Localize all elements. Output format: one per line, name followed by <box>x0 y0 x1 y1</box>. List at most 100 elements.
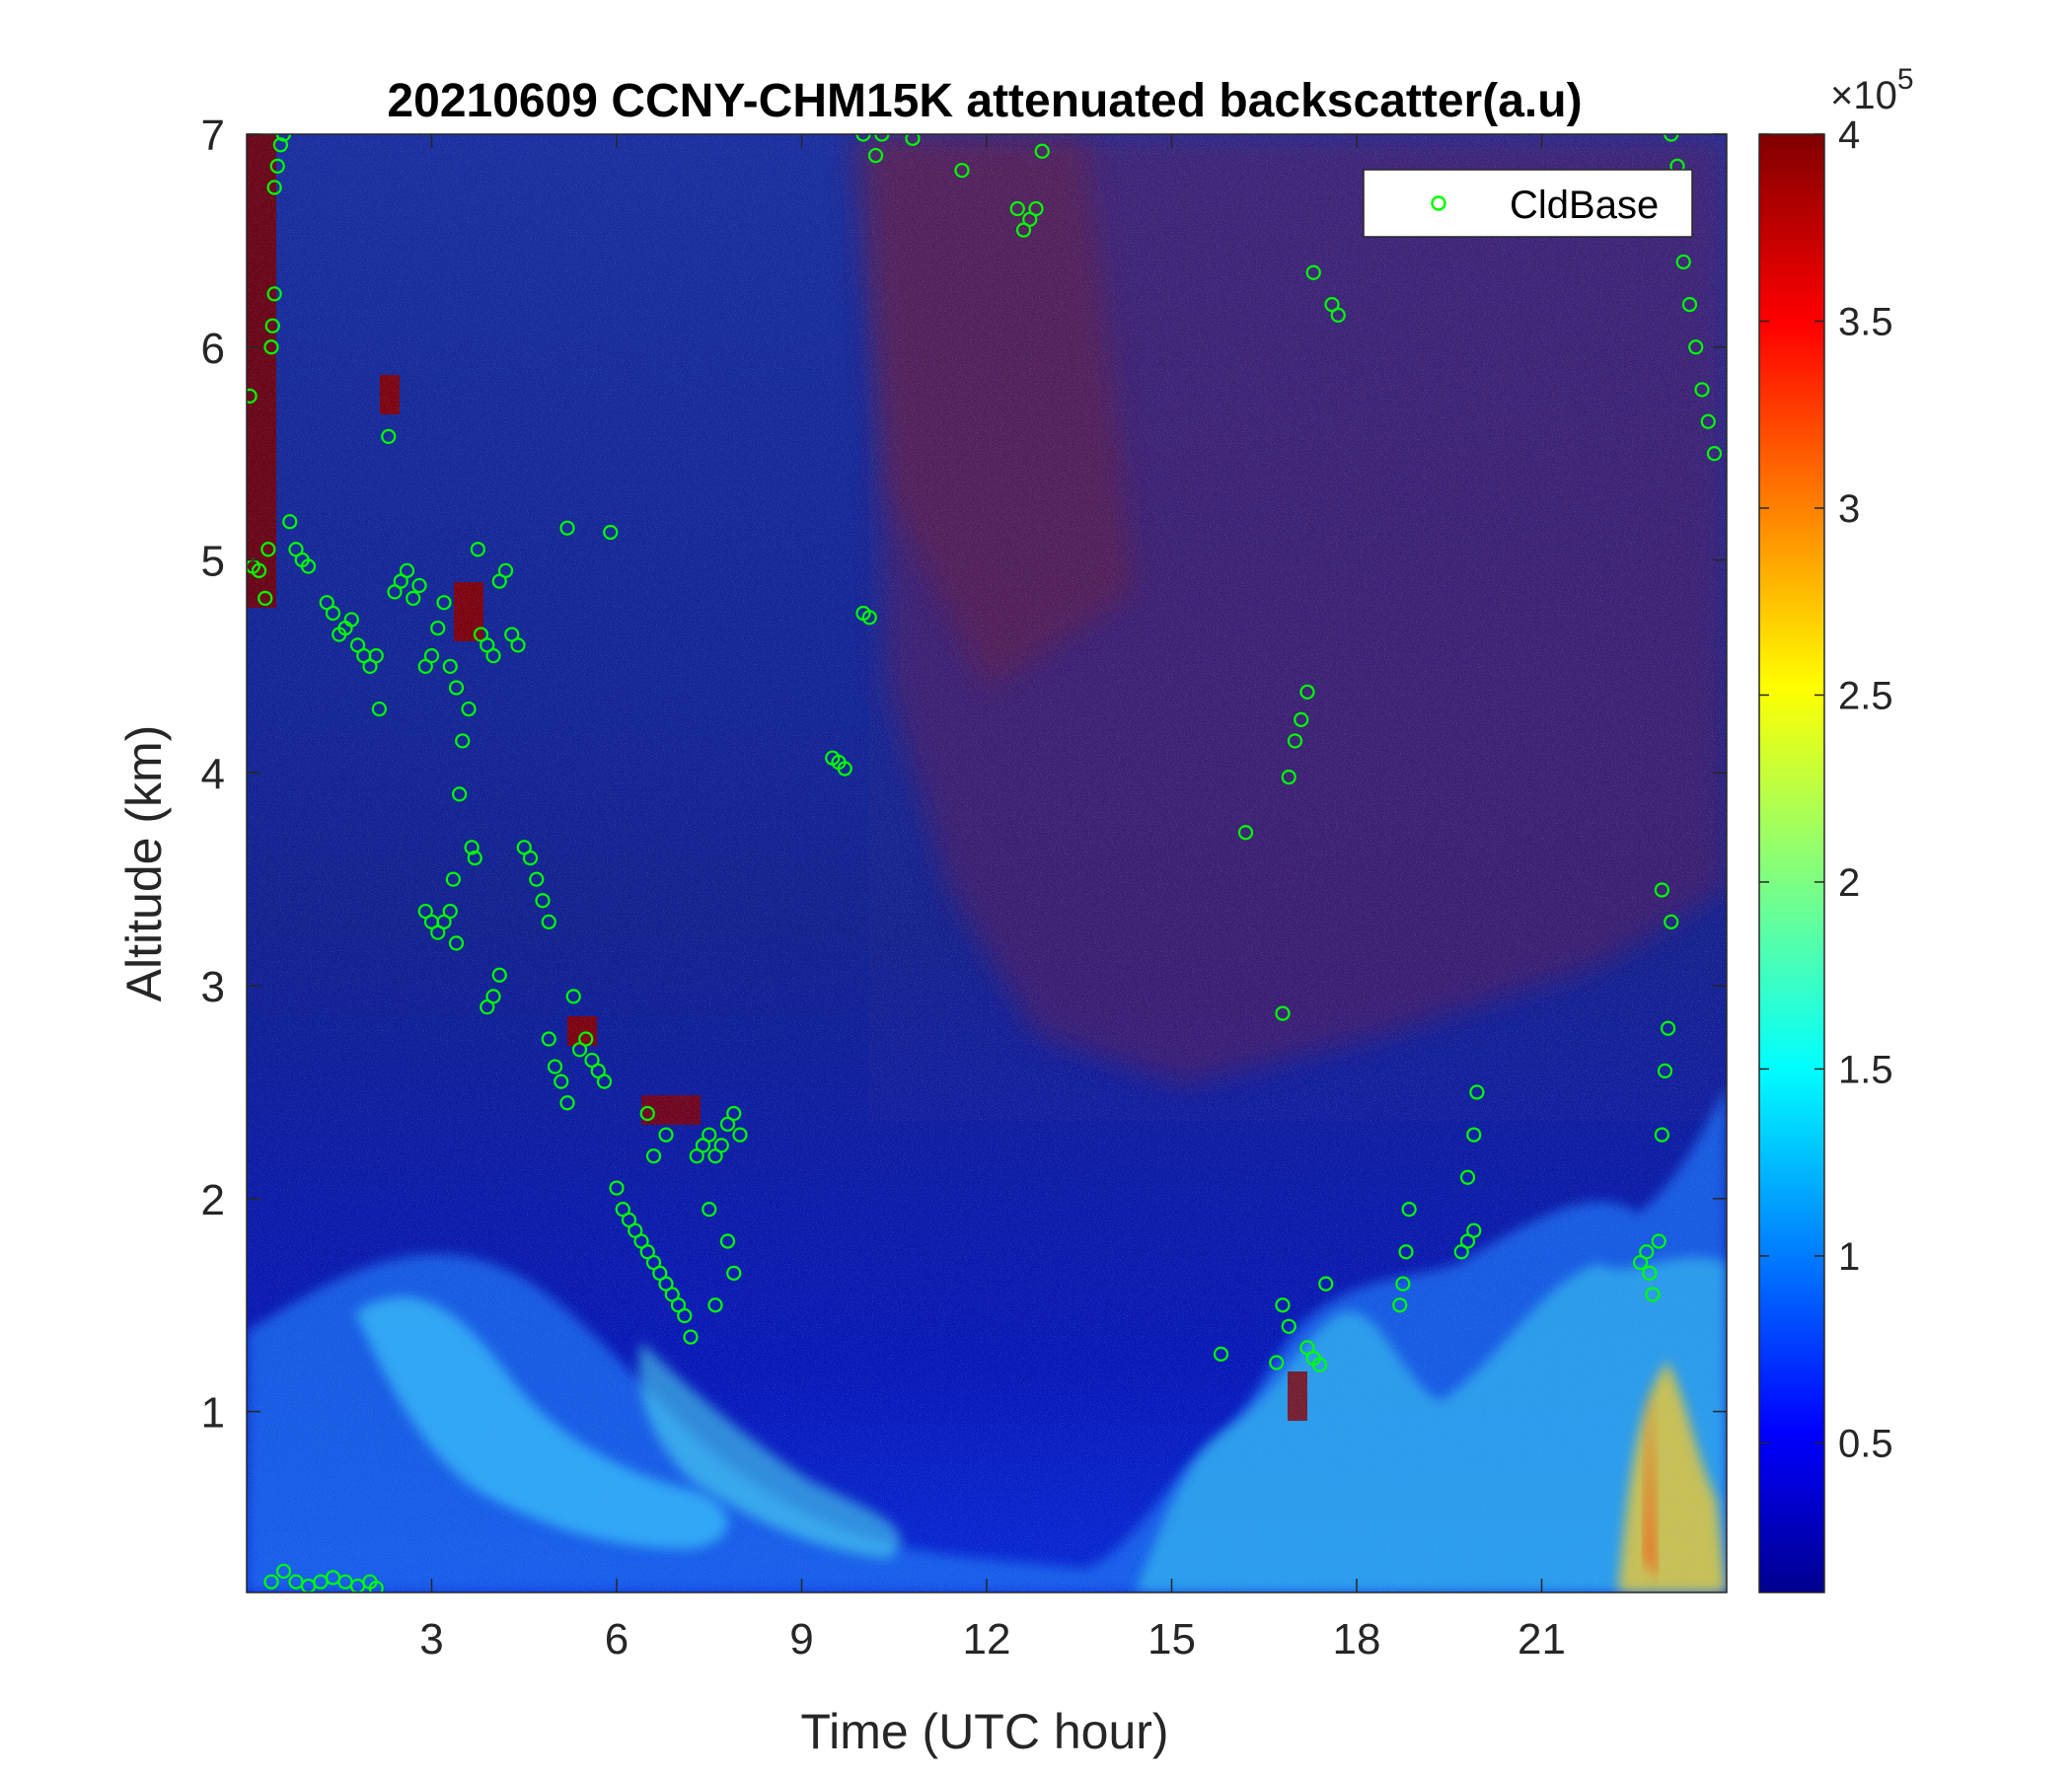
cldbase-point <box>554 1073 569 1089</box>
cldbase-point <box>343 612 359 628</box>
cldbase-point <box>855 134 871 142</box>
x-axis-label: Time (UTC hour) <box>800 1704 1168 1759</box>
cldbase-point <box>954 163 970 179</box>
cldbase-point <box>535 893 551 909</box>
cldbase-point <box>1654 1127 1669 1143</box>
colorbar-tick-label: 3.5 <box>1838 300 1893 343</box>
cldbase-point <box>381 428 397 444</box>
cldbase-point <box>368 648 384 664</box>
cldbase-point <box>547 1059 563 1074</box>
cldbase-point <box>325 605 341 622</box>
cldbase-point <box>1401 1202 1417 1218</box>
legend-box <box>1363 169 1693 238</box>
y-tick-label: 1 <box>201 1389 225 1438</box>
cldbase-point <box>707 1297 723 1313</box>
cldbase-point <box>1299 684 1315 700</box>
cldbase-point <box>905 134 921 146</box>
cldbase-point <box>368 1581 384 1592</box>
cldbase-point <box>266 286 282 302</box>
cldbase-point <box>541 1031 556 1047</box>
cldbase-point <box>1654 882 1669 898</box>
cldbase-point <box>1706 446 1723 462</box>
x-tick-label: 6 <box>605 1615 629 1664</box>
cldbase-point <box>1395 1276 1411 1292</box>
y-tick-label: 7 <box>201 111 225 160</box>
cldbase-point <box>258 590 273 606</box>
cldbase-point <box>603 524 619 541</box>
cldbase-point <box>726 1105 742 1122</box>
cldbase-point <box>442 658 458 675</box>
cldbase-point <box>1213 1346 1229 1362</box>
cldbase-point <box>1681 297 1698 313</box>
cldbase-point <box>1237 825 1254 841</box>
cldbase-point <box>529 871 545 887</box>
cldbase-point <box>726 1265 742 1281</box>
cldbase-point <box>713 1138 729 1153</box>
cldbase-series <box>247 134 1723 1592</box>
cldbase-point <box>300 558 317 574</box>
cldbase-point <box>1392 1297 1408 1313</box>
cldbase-point <box>1294 711 1309 727</box>
cldbase-point <box>861 610 877 626</box>
cldbase-point <box>1645 1287 1661 1302</box>
y-tick-label: 6 <box>201 325 225 373</box>
cldbase-point <box>683 1329 699 1345</box>
cldbase-point <box>1466 1222 1482 1238</box>
cldbase-point <box>1028 200 1044 217</box>
colorbar-tick-label: 0.5 <box>1838 1422 1893 1465</box>
cldbase-point <box>436 595 452 611</box>
y-tick-label: 5 <box>201 538 225 586</box>
y-tick-label: 4 <box>201 750 225 798</box>
cldbase-point <box>399 562 415 578</box>
cldbase-point <box>497 562 514 578</box>
cldbase-point <box>702 1127 717 1143</box>
cldbase-point <box>1034 143 1050 159</box>
colorbar-gradient <box>1758 133 1825 1593</box>
x-tick-label: 9 <box>789 1615 813 1664</box>
cldbase-point <box>445 871 461 887</box>
cldbase-point <box>1281 770 1296 785</box>
cldbase-point <box>467 851 482 866</box>
cldbase-point <box>430 620 446 636</box>
legend: CldBase <box>1363 169 1693 238</box>
cldbase-point <box>461 701 477 717</box>
cldbase-point <box>275 1563 292 1580</box>
colorbar-tick-label: 4 <box>1838 113 1860 157</box>
cldbase-point <box>251 562 267 578</box>
y-axis-label: Altitude (km) <box>116 725 172 1002</box>
cldbase-point <box>1664 134 1679 142</box>
cldbase-point <box>658 1127 674 1143</box>
cldbase-point <box>541 914 556 929</box>
cldbase-point <box>1330 307 1346 324</box>
cldbase-point <box>1311 1357 1328 1372</box>
cldbase-point <box>719 1233 736 1249</box>
colorbar-tick-label: 1.5 <box>1838 1048 1893 1091</box>
x-tick-label: 12 <box>963 1615 1011 1664</box>
x-tick-label: 18 <box>1333 1615 1381 1664</box>
y-tick-label: 3 <box>201 963 225 1011</box>
colorbar-tick-label: 2.5 <box>1838 674 1893 717</box>
x-axis: 3 6 9 12 15 18 21 <box>419 134 1566 1664</box>
cldbase-point <box>411 577 427 594</box>
cldbase-point <box>837 761 852 777</box>
cldbase-point <box>1688 339 1704 355</box>
cldbase-point <box>448 935 465 951</box>
cldbase-point <box>247 388 258 404</box>
x-tick-label: 15 <box>1147 1615 1196 1664</box>
cldbase-point <box>1675 254 1691 270</box>
cldbase-point <box>406 590 421 606</box>
cldbase-point <box>1459 1169 1476 1185</box>
colorbar-exponent: ×105 <box>1830 63 1914 117</box>
cldbase-point <box>452 786 468 802</box>
cldbase-point <box>1651 1233 1666 1249</box>
cldbase-point <box>1305 264 1321 280</box>
cldbase-point <box>1469 1084 1485 1100</box>
cldbase-point <box>1275 1005 1291 1021</box>
cldbase-point <box>1466 1127 1482 1143</box>
cldbase-point <box>464 840 480 855</box>
cldbase-point <box>491 967 507 983</box>
cldbase-point <box>874 134 890 142</box>
cldbase-point <box>485 648 501 664</box>
cldbase-point <box>1642 1265 1658 1281</box>
